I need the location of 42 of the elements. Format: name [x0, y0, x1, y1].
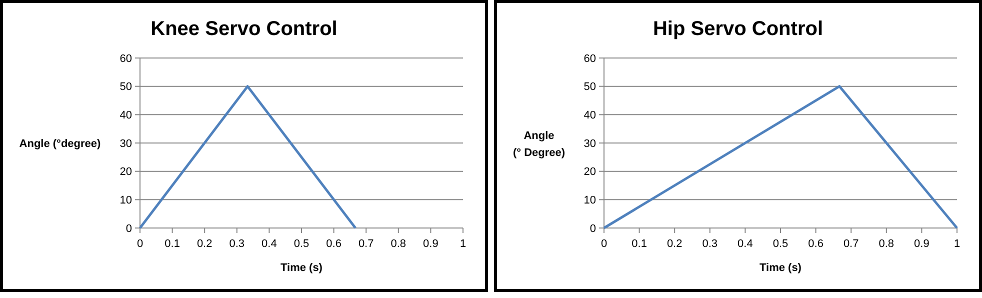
x-tick-label: 0.8: [878, 238, 894, 250]
x-tick-label: 0.9: [423, 238, 438, 250]
y-tick-label: 50: [120, 81, 132, 94]
x-tick-label: 0: [600, 238, 608, 250]
y-tick-label: 10: [120, 194, 132, 207]
y-tick-label: 40: [120, 110, 132, 122]
x-axis-title: Time (s): [760, 262, 802, 274]
x-tick-label: 0.1: [164, 238, 180, 250]
y-axis-title: Angle (° Degree): [512, 130, 566, 159]
x-axis-title: Time (s): [280, 262, 323, 274]
y-tick-label: 30: [120, 138, 132, 150]
x-tick-label: 0.3: [229, 238, 245, 250]
x-tick-label: 0.6: [326, 238, 342, 250]
x-tick-label: 0.7: [843, 238, 859, 250]
x-tick-label: 1: [954, 238, 960, 250]
y-axis-title: Angle (°degree): [19, 138, 102, 150]
x-tick-label: 0.4: [738, 238, 753, 250]
y-tick-label: 60: [120, 52, 132, 65]
y-tick-label: 40: [584, 110, 596, 122]
y-tick-label: 0: [126, 222, 132, 235]
x-tick-label: 0.2: [196, 238, 212, 250]
chart-title: Hip Servo Control: [652, 18, 824, 40]
y-tick-label: 20: [584, 166, 596, 178]
x-tick-label: 0.2: [666, 238, 682, 250]
x-tick-label: 0.5: [772, 238, 788, 250]
x-tick-label: 0.9: [914, 238, 930, 250]
y-tick-label: 30: [584, 138, 596, 150]
x-tick-label: 1: [460, 238, 466, 250]
x-tick-label: 0.6: [808, 238, 824, 250]
x-tick-label: 0.8: [390, 238, 406, 250]
x-tick-label: 0.1: [632, 238, 647, 250]
y-tick-label: 50: [584, 81, 596, 94]
y-tick-label: 10: [584, 194, 596, 207]
x-tick-label: 0.3: [702, 238, 718, 250]
x-tick-label: 0: [136, 238, 144, 250]
x-tick-label: 0.4: [262, 238, 277, 250]
y-tick-label: 60: [584, 52, 596, 65]
y-tick-label: 20: [120, 166, 132, 178]
y-tick-label: 0: [590, 222, 596, 235]
x-tick-label: 0.7: [358, 238, 374, 250]
chart-title: Knee Servo Control: [150, 18, 338, 40]
x-tick-label: 0.5: [294, 238, 310, 250]
